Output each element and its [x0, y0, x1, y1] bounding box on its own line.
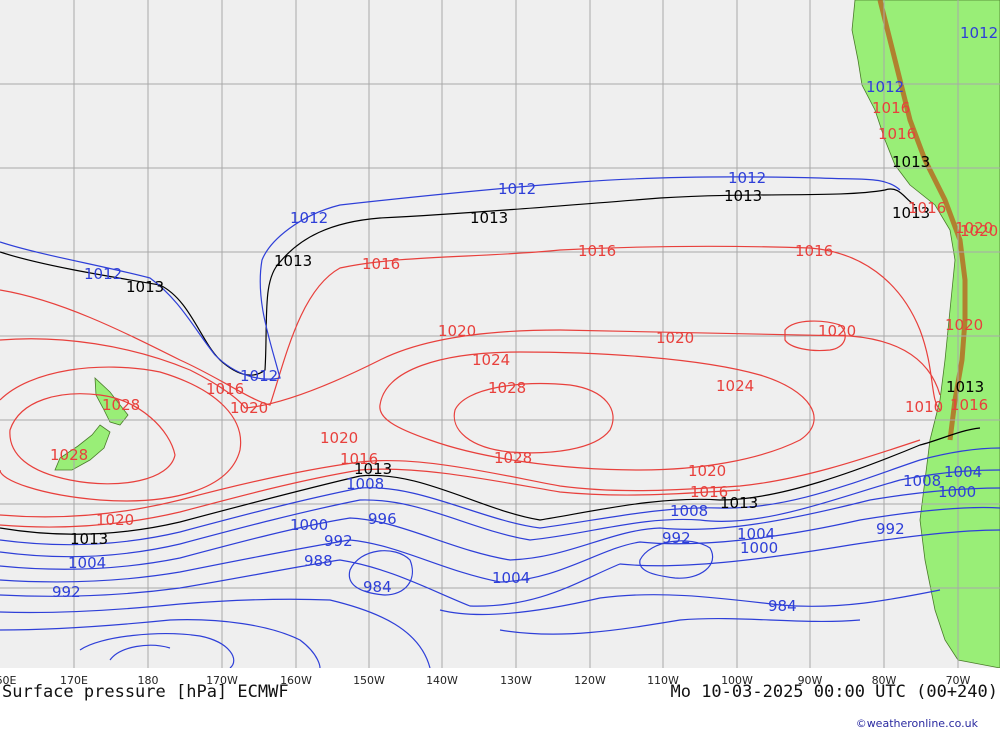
isobar-label: 1013 — [70, 530, 108, 548]
longitude-label: 70W — [946, 674, 971, 687]
isobar-label: 1012 — [960, 24, 998, 42]
isobar-label: 1013 — [470, 209, 508, 227]
isobar-label: 1013 — [892, 204, 930, 222]
isobar-label: 984 — [363, 578, 392, 596]
isobar-label: 1020 — [96, 511, 134, 529]
longitude-label: 150W — [353, 674, 385, 687]
isobar-label: 1016 — [206, 380, 244, 398]
footer-strip — [0, 668, 1000, 733]
isobar-label: 1012 — [84, 265, 122, 283]
isobar-label: 1020 — [960, 222, 998, 240]
isobar-label: 1000 — [290, 516, 328, 534]
isobar-labels-black: 1013 1013 1013 1013 1013 1013 1013 1013 … — [70, 153, 984, 548]
isobar-label: 1024 — [716, 377, 754, 395]
isobar-label: 1016 — [878, 125, 916, 143]
isobar-label: 1016 — [578, 242, 616, 260]
isobar-label: 1004 — [944, 463, 982, 481]
longitude-label: 80W — [872, 674, 897, 687]
south-america-land — [851, 0, 1000, 669]
isobar-label: 1012 — [240, 367, 278, 385]
low-pressure-isobars — [0, 176, 1000, 669]
longitude-label: 140W — [426, 674, 458, 687]
isobar-label: 1028 — [488, 379, 526, 397]
isobar-label: 1008 — [903, 472, 941, 490]
isobar-label: 1016 — [950, 396, 988, 414]
isobar-label: 1004 — [737, 525, 775, 543]
isobar-label: 1016 — [872, 99, 910, 117]
isobar-label: 1013 — [724, 187, 762, 205]
isobar-label: 1013 — [354, 460, 392, 478]
isobar-label: 1020 — [656, 329, 694, 347]
isobar-label: 1020 — [230, 399, 268, 417]
isobar-label: 1000 — [938, 483, 976, 501]
isobar-label: 1016 — [362, 255, 400, 273]
isobar-label: 1020 — [320, 429, 358, 447]
isobar-label: 1012 — [866, 78, 904, 96]
isobar-label: 1012 — [498, 180, 536, 198]
isobar-label: 996 — [368, 510, 397, 528]
isobar-label: 992 — [324, 532, 353, 550]
isobar-label: 1004 — [68, 554, 106, 572]
isobar-label: 1020 — [438, 322, 476, 340]
longitude-label: 100W — [721, 674, 753, 687]
isobar-label: 1024 — [472, 351, 510, 369]
isobar-label: 1020 — [818, 322, 856, 340]
longitude-label: 110W — [647, 674, 679, 687]
valid-time: Mo 10-03-2025 00:00 UTC (00+240) — [670, 682, 998, 702]
isobar-label: 1013 — [126, 278, 164, 296]
isobar-label: 1008 — [346, 475, 384, 493]
andes-ridge — [877, 0, 968, 441]
isobar-label: 1016 — [795, 242, 833, 260]
isobar-label: 1020 — [945, 316, 983, 334]
longitude-label: 120W — [574, 674, 606, 687]
isobar-labels-blue: 1012 1012 1012 1012 1012 1012 1012 1008 … — [52, 24, 998, 615]
isobar-label: 988 — [304, 552, 333, 570]
isobar-labels-red: 1016 1016 1016 1016 1016 1016 1016 1020 … — [50, 99, 998, 529]
isobar-label: 1010 — [905, 398, 943, 416]
longitude-label: 160W — [280, 674, 312, 687]
isobar-label: 1020 — [688, 462, 726, 480]
isobar-label: 1028 — [494, 449, 532, 467]
isobar-label: 1028 — [50, 446, 88, 464]
isobar-label: 992 — [52, 583, 81, 601]
longitude-label: 170W — [206, 674, 238, 687]
longitude-axis: 60E 170E 180 170W 160W 150W 140W 130W 12… — [0, 674, 971, 687]
sea-area — [0, 0, 1000, 668]
isobar-label: 1012 — [290, 209, 328, 227]
reference-isobar-1013 — [0, 188, 981, 535]
isobar-label: 1013 — [892, 153, 930, 171]
new-zealand-north-island — [94, 377, 129, 426]
isobar-label: 1013 — [946, 378, 984, 396]
new-zealand-south-island — [54, 424, 111, 471]
isobar-label: 1028 — [102, 396, 140, 414]
longitude-label: 130W — [500, 674, 532, 687]
longitude-label: 90W — [798, 674, 823, 687]
isobar-label: 992 — [876, 520, 905, 538]
longitude-label: 170E — [60, 674, 88, 687]
isobar-label: 984 — [768, 597, 797, 615]
map-title: Surface pressure [hPa] ECMWF — [2, 682, 289, 702]
isobar-label: 1013 — [720, 494, 758, 512]
isobar-label: 1020 — [955, 219, 993, 237]
longitude-label: 60E — [0, 674, 17, 687]
credit-link[interactable]: ©weatheronline.co.uk — [856, 717, 979, 730]
isobar-label: 1008 — [670, 502, 708, 520]
isobar-label: 992 — [662, 529, 691, 547]
isobar-label: 1016 — [340, 450, 378, 468]
isobar-label: 1016 — [690, 483, 728, 501]
longitude-label: 180 — [138, 674, 159, 687]
isobar-label: 1000 — [740, 539, 778, 557]
isobar-label: 1012 — [728, 169, 766, 187]
isobar-label: 1013 — [274, 252, 312, 270]
high-pressure-isobars — [0, 245, 941, 528]
isobar-label: 1016 — [908, 199, 946, 217]
isobar-label: 1004 — [492, 569, 530, 587]
